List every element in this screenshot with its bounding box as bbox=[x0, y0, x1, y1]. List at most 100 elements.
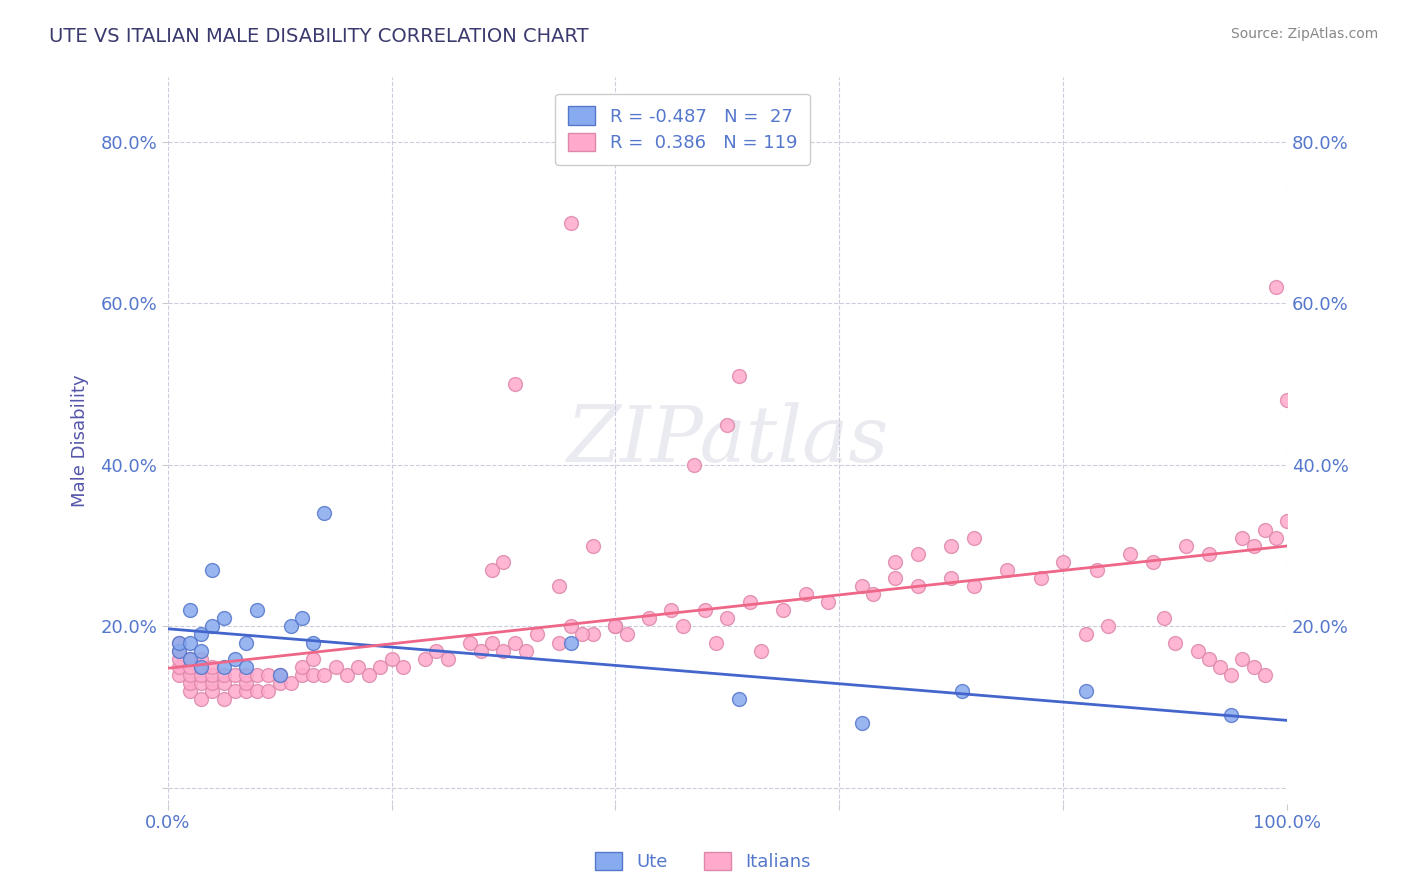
Point bbox=[749, 643, 772, 657]
Point bbox=[693, 603, 716, 617]
Point bbox=[190, 676, 212, 690]
Point bbox=[246, 603, 269, 617]
Point bbox=[1198, 547, 1220, 561]
Point bbox=[1220, 668, 1243, 682]
Point bbox=[492, 555, 515, 569]
Point bbox=[179, 659, 201, 673]
Point bbox=[246, 668, 269, 682]
Point bbox=[560, 216, 582, 230]
Point bbox=[179, 684, 201, 698]
Point bbox=[212, 611, 235, 625]
Point bbox=[616, 627, 638, 641]
Point bbox=[359, 668, 381, 682]
Point bbox=[235, 676, 257, 690]
Point bbox=[481, 635, 503, 649]
Point bbox=[1119, 547, 1142, 561]
Point bbox=[851, 716, 873, 731]
Point bbox=[571, 627, 593, 641]
Point bbox=[1253, 668, 1275, 682]
Point bbox=[201, 676, 224, 690]
Point bbox=[291, 659, 314, 673]
Point bbox=[1074, 627, 1097, 641]
Point bbox=[269, 668, 291, 682]
Point bbox=[481, 563, 503, 577]
Point bbox=[1029, 571, 1052, 585]
Point bbox=[380, 651, 402, 665]
Point bbox=[246, 684, 269, 698]
Point bbox=[1085, 563, 1108, 577]
Point bbox=[582, 627, 605, 641]
Point bbox=[212, 676, 235, 690]
Point bbox=[179, 668, 201, 682]
Point bbox=[190, 643, 212, 657]
Point bbox=[738, 595, 761, 609]
Point bbox=[391, 659, 413, 673]
Point bbox=[190, 668, 212, 682]
Point bbox=[291, 611, 314, 625]
Point bbox=[167, 643, 190, 657]
Point bbox=[201, 684, 224, 698]
Point bbox=[952, 684, 974, 698]
Point bbox=[201, 668, 224, 682]
Point bbox=[817, 595, 839, 609]
Point bbox=[962, 531, 984, 545]
Point bbox=[425, 643, 447, 657]
Point bbox=[1253, 523, 1275, 537]
Point bbox=[302, 635, 325, 649]
Y-axis label: Male Disability: Male Disability bbox=[72, 375, 89, 507]
Point bbox=[1220, 708, 1243, 723]
Point bbox=[1264, 531, 1286, 545]
Point bbox=[179, 603, 201, 617]
Point bbox=[492, 643, 515, 657]
Point bbox=[167, 635, 190, 649]
Point bbox=[605, 619, 627, 633]
Point bbox=[962, 579, 984, 593]
Point bbox=[772, 603, 794, 617]
Point bbox=[201, 659, 224, 673]
Point bbox=[851, 579, 873, 593]
Point bbox=[167, 659, 190, 673]
Text: UTE VS ITALIAN MALE DISABILITY CORRELATION CHART: UTE VS ITALIAN MALE DISABILITY CORRELATI… bbox=[49, 27, 589, 45]
Point bbox=[470, 643, 492, 657]
Point bbox=[224, 684, 246, 698]
Point bbox=[548, 579, 571, 593]
Point bbox=[269, 668, 291, 682]
Point bbox=[325, 659, 347, 673]
Point bbox=[1142, 555, 1164, 569]
Point bbox=[503, 635, 526, 649]
Text: Source: ZipAtlas.com: Source: ZipAtlas.com bbox=[1230, 27, 1378, 41]
Point bbox=[862, 587, 884, 601]
Point bbox=[1243, 539, 1265, 553]
Point bbox=[190, 659, 212, 673]
Point bbox=[1097, 619, 1119, 633]
Point bbox=[336, 668, 359, 682]
Point bbox=[1052, 555, 1074, 569]
Point bbox=[302, 651, 325, 665]
Point bbox=[190, 659, 212, 673]
Point bbox=[235, 635, 257, 649]
Point bbox=[1275, 393, 1298, 408]
Point bbox=[941, 571, 963, 585]
Point bbox=[201, 563, 224, 577]
Point bbox=[907, 579, 929, 593]
Point bbox=[370, 659, 392, 673]
Point bbox=[280, 676, 302, 690]
Point bbox=[995, 563, 1018, 577]
Point bbox=[526, 627, 548, 641]
Point bbox=[167, 643, 190, 657]
Point bbox=[704, 635, 727, 649]
Point bbox=[224, 651, 246, 665]
Point bbox=[235, 684, 257, 698]
Point bbox=[515, 643, 537, 657]
Point bbox=[1209, 659, 1232, 673]
Point bbox=[257, 668, 280, 682]
Point bbox=[638, 611, 661, 625]
Point bbox=[941, 539, 963, 553]
Point bbox=[257, 684, 280, 698]
Point bbox=[1232, 531, 1254, 545]
Point bbox=[1074, 684, 1097, 698]
Point bbox=[235, 659, 257, 673]
Point bbox=[190, 651, 212, 665]
Point bbox=[167, 651, 190, 665]
Point bbox=[212, 668, 235, 682]
